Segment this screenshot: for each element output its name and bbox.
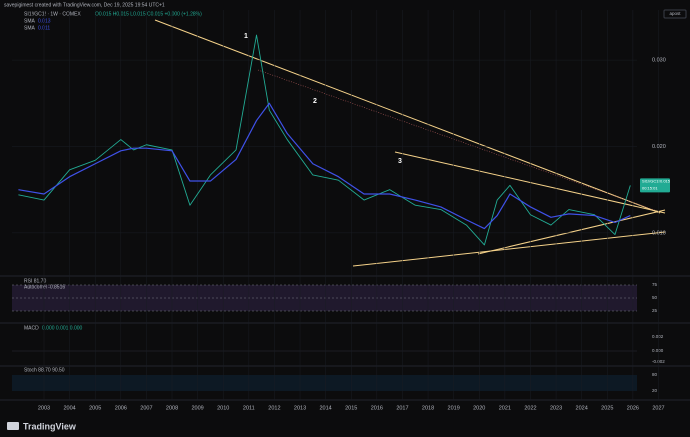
annotation: 1 bbox=[244, 33, 248, 40]
x-tick-label: 2017 bbox=[396, 405, 408, 411]
logo bbox=[7, 422, 19, 430]
annotation: 2 bbox=[313, 98, 317, 105]
rsi-sub: Autocorrel -0.8516 bbox=[24, 284, 65, 290]
x-tick-label: 2006 bbox=[115, 405, 127, 411]
x-tick-label: 2011 bbox=[243, 405, 255, 411]
x-tick-label: 2027 bbox=[652, 405, 664, 411]
caption: savepigimest created with TradingView.co… bbox=[4, 2, 165, 8]
x-tick-label: 2007 bbox=[140, 405, 152, 411]
rsi-tick: 75 bbox=[652, 282, 658, 287]
macd-tick: 0.002 bbox=[652, 334, 664, 339]
price-tag-value: 0.015 bbox=[660, 178, 671, 183]
macd-values: 0.000 0.001 0.000 bbox=[42, 325, 83, 331]
brand: TradingView bbox=[23, 421, 77, 431]
legend-sma2-name: SMA bbox=[24, 25, 36, 31]
macd-tick: 0.000 bbox=[652, 348, 664, 353]
x-tick-label: 2015 bbox=[345, 405, 357, 411]
x-tick-label: 2005 bbox=[89, 405, 101, 411]
x-tick-label: 2013 bbox=[294, 405, 306, 411]
button[interactable]: apost bbox=[669, 11, 681, 16]
x-tick-label: 2018 bbox=[422, 405, 434, 411]
x-tick-label: 2008 bbox=[166, 405, 178, 411]
stoch-legend: Stoch 88.70 90.50 bbox=[24, 367, 65, 373]
x-tick-label: 2025 bbox=[601, 405, 613, 411]
legend-symbol: SI1!/GC1! · 1W · COMEX bbox=[24, 11, 81, 17]
y-tick-label: 0.030 bbox=[652, 58, 666, 64]
x-tick-label: 2022 bbox=[524, 405, 536, 411]
legend-ohlc: O0.015 H0.015 L0.015 C0.015 +0.000 (+1.2… bbox=[95, 11, 202, 17]
annotation: 3 bbox=[398, 158, 402, 165]
stoch-band bbox=[12, 375, 637, 391]
macd-legend: MACD bbox=[24, 325, 39, 331]
x-tick-label: 2014 bbox=[320, 405, 332, 411]
footer bbox=[0, 416, 690, 437]
x-tick-label: 2016 bbox=[371, 405, 383, 411]
x-tick-label: 2003 bbox=[38, 405, 50, 411]
x-tick-label: 2012 bbox=[268, 405, 280, 411]
price-tag-symbol: SI1!/GC1! bbox=[642, 178, 660, 183]
x-tick-label: 2023 bbox=[550, 405, 562, 411]
y-tick-label: 0.020 bbox=[652, 144, 666, 150]
price-tag-countdown: 00:15:01 bbox=[642, 185, 658, 190]
x-tick-label: 2020 bbox=[473, 405, 485, 411]
legend-sma-name: SMA bbox=[24, 18, 36, 24]
x-tick-label: 2024 bbox=[576, 405, 588, 411]
legend-sma-value: 0.013 bbox=[38, 18, 51, 24]
stoch-tick: 80 bbox=[652, 372, 658, 377]
x-tick-label: 2019 bbox=[448, 405, 460, 411]
x-tick-label: 2010 bbox=[217, 405, 229, 411]
x-tick-label: 2009 bbox=[191, 405, 203, 411]
stoch-tick: 20 bbox=[652, 388, 658, 393]
x-tick-label: 2026 bbox=[627, 405, 639, 411]
x-tick-label: 2021 bbox=[499, 405, 511, 411]
rsi-tick: 25 bbox=[652, 308, 658, 313]
rsi-tick: 50 bbox=[652, 295, 658, 300]
x-tick-label: 2004 bbox=[63, 405, 75, 411]
y-tick-label: 0.010 bbox=[652, 230, 666, 236]
